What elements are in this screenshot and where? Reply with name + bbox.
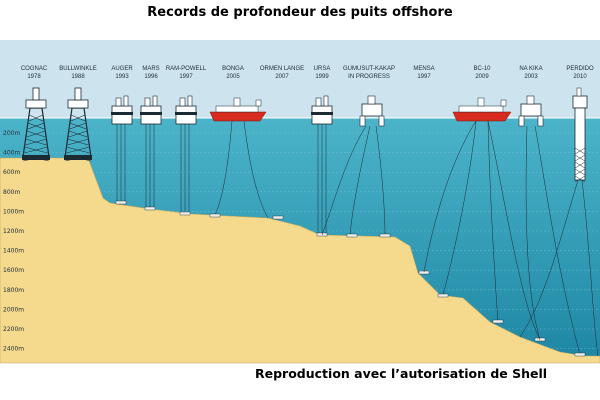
platform-name: RAM-POWELL bbox=[166, 66, 207, 72]
platform-year: 2010 bbox=[573, 74, 587, 80]
platform-label: PERDIDO 2010 bbox=[566, 66, 594, 80]
fpso-ship-icon bbox=[209, 97, 267, 122]
jacket-platform-icon bbox=[22, 87, 50, 162]
credit-caption: Reproduction avec l’autorisation de Shel… bbox=[255, 366, 548, 381]
platform-label: MARS 1996 bbox=[142, 66, 159, 80]
tension-leg-platform-icon bbox=[175, 95, 197, 125]
fpso-ship-icon bbox=[452, 97, 512, 122]
platform-year: 1988 bbox=[71, 74, 85, 80]
platform-name: ORMEN LANGE bbox=[260, 66, 304, 72]
semi-submersible-icon bbox=[359, 95, 385, 127]
depth-label: 2400m bbox=[3, 346, 24, 353]
platform-label: MENSA 1997 bbox=[413, 66, 434, 80]
platform-name: BONGA bbox=[222, 66, 244, 72]
platform-label: GUMUSUT-KAKAP IN PROGRESS bbox=[343, 66, 395, 80]
platform-name: COGNAC bbox=[21, 66, 48, 72]
platform-year: 1996 bbox=[144, 74, 158, 80]
subsea-well-template bbox=[179, 211, 191, 216]
platform-label: BONGA 2005 bbox=[222, 66, 244, 80]
tension-leg-platform-icon bbox=[111, 95, 133, 125]
tension-leg-platform-icon bbox=[311, 95, 333, 125]
subsea-well-template bbox=[144, 206, 156, 211]
platform-label: NA KIKA 2003 bbox=[519, 66, 542, 80]
depth-label: 200m bbox=[3, 130, 20, 137]
subsea-well-template bbox=[492, 319, 504, 324]
platform-year: 2009 bbox=[475, 74, 489, 80]
risers-and-moorings bbox=[115, 120, 599, 357]
subsea-well-template bbox=[346, 233, 358, 238]
tension-leg-platform-icon bbox=[140, 95, 162, 125]
platform-label: RAM-POWELL 1997 bbox=[166, 66, 207, 80]
platform-label: BULLWINKLE 1988 bbox=[59, 66, 97, 80]
platform-name: MENSA bbox=[413, 66, 434, 72]
platform-name: NA KIKA bbox=[519, 66, 542, 72]
platform-label: COGNAC 1978 bbox=[21, 66, 48, 80]
depth-label: 1600m bbox=[3, 267, 24, 274]
subsea-well-template bbox=[574, 352, 586, 357]
depth-label: 600m bbox=[3, 169, 20, 176]
depth-label: 1000m bbox=[3, 208, 24, 215]
platform-year: 1997 bbox=[417, 74, 431, 80]
subsea-well-template bbox=[437, 293, 449, 298]
sky-band bbox=[0, 40, 600, 118]
semi-submersible-icon bbox=[518, 95, 544, 127]
platform-name: AUGER bbox=[111, 66, 133, 72]
subsea-well-template bbox=[379, 233, 391, 238]
depth-label: 2000m bbox=[3, 306, 24, 313]
platform-label: BC-10 2009 bbox=[473, 66, 491, 80]
platform-name: MARS bbox=[142, 66, 159, 72]
jacket-platform-icon bbox=[64, 87, 92, 162]
depth-label: 800m bbox=[3, 189, 20, 196]
platform-label: ORMEN LANGE 2007 bbox=[260, 66, 304, 80]
platform-year: 2003 bbox=[524, 74, 538, 80]
platform-year: 1993 bbox=[115, 74, 129, 80]
depth-label: 400m bbox=[3, 150, 20, 157]
spar-platform-icon bbox=[572, 87, 588, 183]
platform-name: BULLWINKLE bbox=[59, 66, 97, 72]
platform-label: URSA 1999 bbox=[314, 66, 331, 80]
platform-year: 2005 bbox=[226, 74, 240, 80]
platform-year: 1978 bbox=[27, 74, 41, 80]
platform-name: URSA bbox=[314, 66, 331, 72]
diagram-title: Records de profondeur des puits offshore bbox=[147, 5, 453, 20]
depth-label: 2200m bbox=[3, 326, 24, 333]
platform-name: BC-10 bbox=[473, 66, 491, 72]
subsea-well-template bbox=[115, 200, 127, 205]
depth-label: 1400m bbox=[3, 248, 24, 255]
subsea-well-template bbox=[209, 213, 221, 218]
platform-year: 2007 bbox=[275, 74, 289, 80]
depth-label: 1200m bbox=[3, 228, 24, 235]
platform-name: PERDIDO bbox=[566, 66, 594, 72]
platform-label: AUGER 1993 bbox=[111, 66, 133, 80]
depth-label: 1800m bbox=[3, 287, 24, 294]
subsea-well-template bbox=[272, 215, 284, 220]
platform-name: GUMUSUT-KAKAP bbox=[343, 66, 395, 72]
platform-year: IN PROGRESS bbox=[348, 74, 390, 80]
platform-year: 1997 bbox=[179, 74, 193, 80]
platform-year: 1999 bbox=[315, 74, 329, 80]
